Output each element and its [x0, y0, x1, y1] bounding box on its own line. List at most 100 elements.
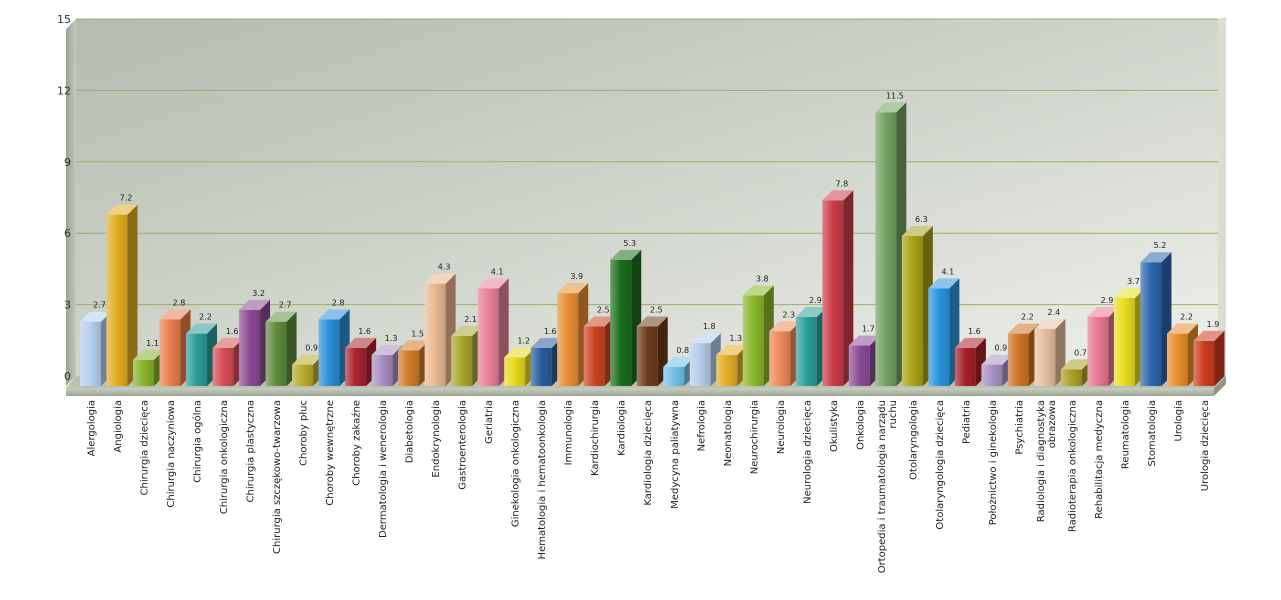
data-label: 1.6 — [226, 327, 239, 336]
bar-top — [318, 309, 350, 320]
bar-front — [1034, 328, 1056, 386]
data-label: 2.4 — [1048, 308, 1061, 317]
bar — [424, 273, 456, 386]
x-tick-label: Radioterapia onkologiczna — [1067, 400, 1078, 532]
bar-front — [848, 345, 870, 386]
x-tick-label: Ortopedia i traumatologia narząduruchu — [877, 400, 899, 573]
bar — [742, 285, 774, 386]
bar — [159, 309, 191, 386]
bar-front — [795, 316, 817, 386]
bar-front — [742, 295, 764, 386]
bar-front — [345, 347, 367, 386]
data-label: 1.7 — [862, 325, 875, 334]
bar-side — [1214, 330, 1225, 386]
y-tick-label: 3 — [64, 299, 71, 312]
bar-top — [530, 337, 562, 348]
bar-top — [451, 326, 483, 337]
data-label: 1.3 — [729, 334, 742, 343]
bar-top — [398, 340, 430, 351]
x-tick-label: Radiologia i diagnostykaobrazowa — [1036, 400, 1058, 522]
bar-top — [424, 273, 456, 284]
bar — [610, 249, 642, 386]
bar-top — [1060, 359, 1092, 370]
x-tick-label: Diabetologia — [405, 400, 416, 463]
data-label: 2.5 — [650, 306, 663, 315]
y-tick-label: 12 — [57, 84, 71, 97]
x-tick-label: Chirurgia naczyniowa — [166, 400, 177, 508]
x-tick-label: Endokrynologia — [431, 400, 442, 478]
bar-front — [371, 355, 393, 386]
bar-top — [186, 323, 218, 334]
data-label: 4.1 — [942, 267, 955, 276]
x-tick-label: Immunologia — [564, 400, 575, 465]
y-tick-label: 9 — [64, 156, 71, 169]
bar — [822, 190, 854, 386]
bar-front — [557, 293, 579, 386]
data-label: 1.9 — [1207, 320, 1220, 329]
bar — [1166, 323, 1198, 386]
data-label: 2.8 — [332, 298, 345, 307]
data-label: 0.8 — [676, 346, 689, 355]
bar-top — [742, 285, 774, 296]
bar-front — [106, 214, 128, 386]
x-tick-label: Onkologia — [855, 400, 866, 450]
data-label: 1.6 — [968, 327, 981, 336]
data-label: 2.7 — [279, 301, 292, 310]
x-tick-label: Choroby zakaźne — [351, 400, 363, 486]
data-label: 3.8 — [756, 275, 769, 284]
bar-side — [843, 190, 854, 386]
bar-front — [265, 321, 287, 386]
bar-front — [689, 343, 711, 386]
x-tick-label: Neurologia dziecięca — [802, 400, 813, 504]
bar-top — [1140, 252, 1172, 263]
bar-top — [769, 321, 801, 332]
bar — [954, 337, 986, 386]
bar — [636, 316, 668, 386]
bar-front — [239, 309, 261, 386]
x-tick-label: Otolaryngologia dziecięca — [935, 400, 946, 530]
data-label: 1.1 — [146, 339, 159, 348]
x-tick-label: Ginekologia onkologiczna — [511, 400, 522, 527]
bar — [1034, 318, 1066, 386]
bar — [928, 278, 960, 386]
gridlines — [76, 18, 1218, 306]
data-label: 11.5 — [886, 91, 904, 100]
bar — [106, 204, 138, 386]
x-tick-label: Urologia — [1173, 400, 1184, 441]
bar-front — [133, 359, 155, 386]
data-label: 5.3 — [623, 239, 636, 248]
bar — [1113, 287, 1145, 386]
data-label: 1.8 — [703, 322, 716, 331]
bar-top — [954, 337, 986, 348]
bar-top — [795, 306, 827, 317]
bar-top — [239, 299, 271, 310]
bar-front — [981, 364, 1003, 386]
x-tick-label: Neonatologia — [723, 400, 734, 466]
bar-front — [1113, 297, 1135, 386]
data-label: 2.8 — [173, 298, 186, 307]
x-tick-label: Neurochirurgia — [749, 400, 760, 474]
bar — [557, 283, 589, 386]
data-labels: 2.7 7.2 1.1 2.8 2.2 1.6 3.2 2.7 0.9 2.8 1.6 1.3 1.5 4… — [93, 91, 1219, 357]
y-axis: 0 3 6 9 12 15 — [57, 13, 71, 383]
bar — [265, 311, 297, 386]
bar — [1087, 306, 1119, 386]
bar-front — [1060, 369, 1082, 386]
bar-top — [212, 337, 244, 348]
bar-front — [636, 326, 658, 386]
data-label: 1.3 — [385, 334, 398, 343]
data-label: 4.1 — [491, 267, 504, 276]
bar — [583, 316, 615, 386]
bar-top — [716, 345, 748, 356]
bar-top — [106, 204, 138, 215]
data-label: 2.3 — [782, 310, 795, 319]
bar — [398, 340, 430, 386]
bar-front — [504, 357, 526, 386]
bar-front — [1087, 316, 1109, 386]
side-wall — [66, 19, 76, 386]
bar-front — [901, 236, 923, 386]
data-label: 7.2 — [120, 194, 133, 203]
bars — [80, 102, 1225, 387]
y-tick-label: 6 — [64, 227, 71, 240]
